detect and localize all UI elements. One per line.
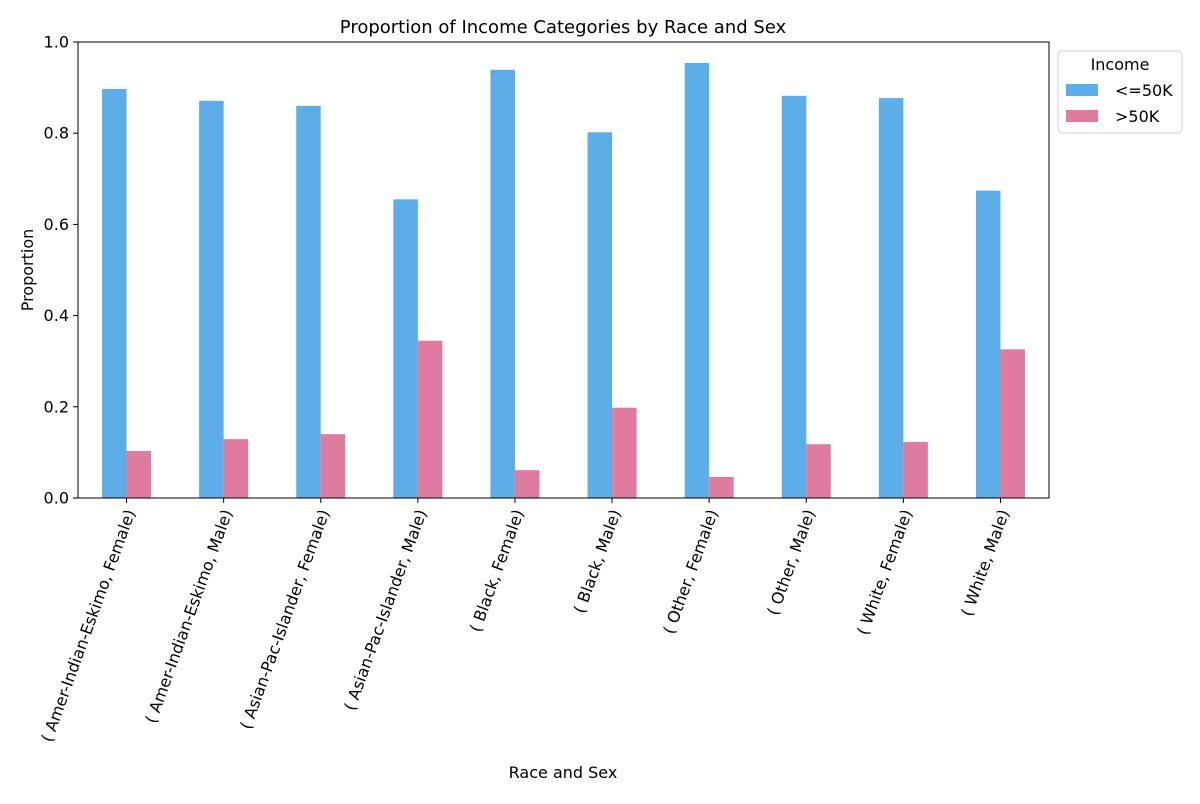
x-tick-label: ( Other, Male) (763, 507, 819, 618)
bar (587, 132, 613, 499)
legend-swatch (1066, 84, 1098, 96)
bar (612, 407, 637, 498)
bar (320, 434, 346, 498)
bar (223, 439, 249, 498)
bar (199, 100, 224, 498)
legend-label: >50K (1115, 107, 1160, 126)
bar (126, 451, 152, 498)
bar (781, 95, 807, 498)
bar (296, 105, 321, 498)
x-tick-label: ( Black, Female) (466, 507, 528, 635)
legend-swatch (1066, 110, 1098, 122)
x-axis: ( Amer-Indian-Eskimo, Female)( Amer-Indi… (37, 498, 1013, 745)
x-tick-label: ( White, Male) (957, 507, 1013, 619)
bar (417, 340, 443, 498)
y-axis-label: Proportion (18, 229, 37, 312)
bar (806, 444, 831, 498)
y-tick-label: 0.0 (44, 489, 69, 508)
bar (393, 199, 418, 498)
x-tick-label: ( Asian-Pac-Islander, Female) (236, 507, 333, 732)
x-tick-label: ( White, Female) (853, 507, 916, 638)
plot-frame (77, 41, 1050, 499)
x-tick-label: ( Black, Male) (570, 507, 625, 616)
bar (490, 69, 515, 498)
chart-title: Proportion of Income Categories by Race … (340, 17, 787, 38)
plot-area (77, 41, 1050, 499)
y-tick-label: 0.4 (44, 306, 69, 325)
bar (903, 441, 928, 498)
y-tick-label: 0.8 (44, 124, 69, 143)
legend-title: Income (1091, 55, 1150, 74)
x-tick-label: ( Amer-Indian-Eskimo, Male) (141, 507, 236, 726)
x-tick-label: ( Amer-Indian-Eskimo, Female) (37, 507, 139, 745)
x-axis-label: Race and Sex (509, 763, 618, 782)
bar (1000, 349, 1025, 498)
legend: Income <=50K >50K (1057, 50, 1183, 134)
bar (878, 98, 904, 498)
bar (684, 62, 710, 498)
x-tick-label: ( Asian-Pac-Islander, Male) (340, 507, 431, 713)
y-axis: 0.0 0.2 0.4 0.6 0.8 1.0 (44, 33, 78, 508)
bar (975, 190, 1001, 498)
bar (102, 88, 127, 498)
y-tick-label: 0.2 (44, 397, 69, 416)
y-tick-label: 1.0 (44, 33, 69, 52)
legend-label: <=50K (1115, 81, 1173, 100)
y-tick-label: 0.6 (44, 215, 69, 234)
bar (709, 477, 734, 498)
x-tick-label: ( Other, Female) (659, 507, 722, 637)
bar (514, 470, 540, 498)
